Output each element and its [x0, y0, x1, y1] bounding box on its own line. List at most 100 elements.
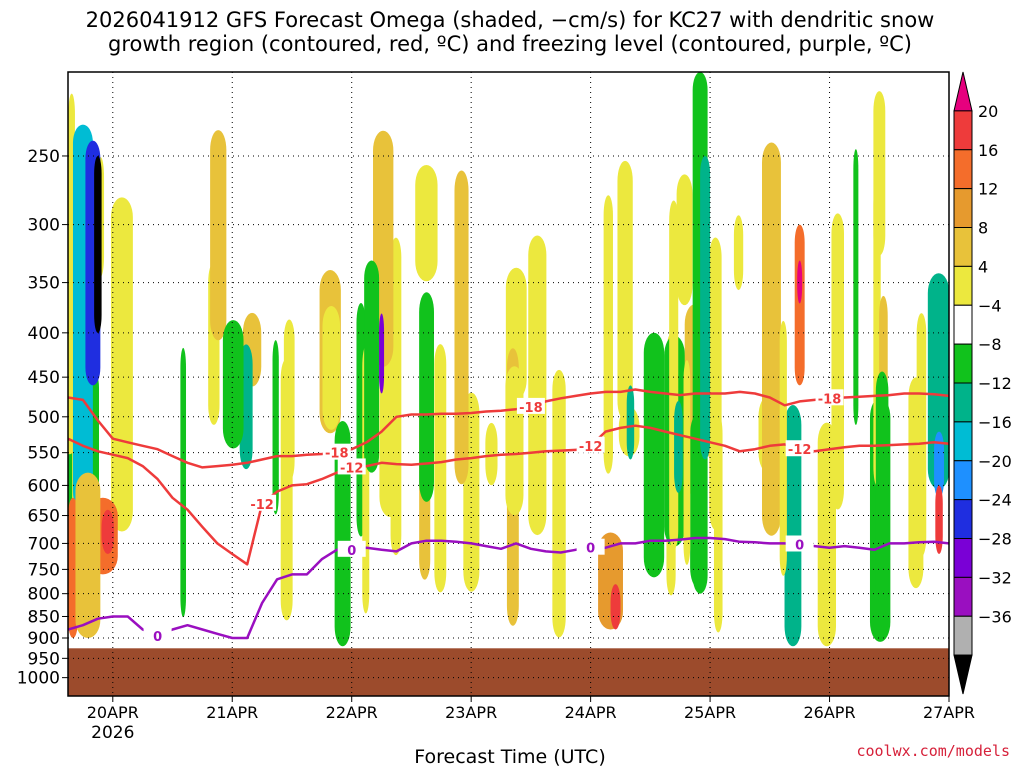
- omega-shade-cell: [676, 174, 693, 306]
- colorbar-swatch: [953, 460, 973, 501]
- omega-shade-cell: [617, 160, 633, 421]
- colorbar-label: 8: [978, 219, 988, 238]
- omega-shade-cell: [831, 213, 844, 510]
- omega-shading-layer: [68, 72, 949, 647]
- omega-shade-cell: [817, 422, 837, 647]
- contour-label-bg: [143, 626, 172, 643]
- omega-shade-cell: [873, 91, 886, 256]
- omega-shade-feature: [379, 313, 385, 394]
- contour-label-bg: [516, 397, 545, 414]
- omega-shade-cell: [779, 320, 787, 576]
- y-tick-label: 800: [28, 585, 60, 605]
- colorbar-swatch: [953, 304, 973, 345]
- omega-shade-cell: [110, 197, 133, 532]
- omega-shade-cell: [683, 360, 691, 565]
- omega-shade-cell: [210, 130, 227, 341]
- omega-shade-cell: [762, 142, 781, 536]
- colorbar-swatch: [953, 499, 973, 539]
- contour-label: 0: [586, 542, 595, 557]
- x-tick-label: 26APR: [804, 703, 856, 722]
- y-tick-label: 600: [28, 476, 60, 496]
- colorbar-swatch: [953, 149, 973, 190]
- y-tick-label: 550: [28, 444, 60, 464]
- contour-label-bg: [576, 436, 605, 453]
- contour-label-bg: [815, 389, 844, 406]
- omega-shade-cell: [853, 149, 859, 425]
- y-tick-label: 700: [28, 534, 60, 554]
- y-tick-label: 650: [28, 507, 60, 527]
- x-tick-label: 25APR: [684, 703, 736, 722]
- omega-shade-cell: [908, 377, 924, 589]
- contour-label: -12: [788, 443, 812, 458]
- omega-shade-cell: [419, 292, 435, 502]
- omega-shade-cell: [180, 347, 187, 618]
- contour-label: 0: [795, 538, 804, 553]
- colorbar-label: −8: [978, 335, 1002, 354]
- contour-label-bg: [248, 494, 277, 511]
- omega-shade-feature: [934, 431, 945, 498]
- omega-shade-feature: [610, 584, 621, 630]
- colorbar-swatch: [953, 110, 973, 151]
- x-tick-label: 24APR: [565, 703, 617, 722]
- omega-shade-feature: [794, 224, 805, 386]
- colorbar-label: −12: [978, 374, 1012, 393]
- colorbar-label: 12: [978, 180, 998, 199]
- colorbar-swatch: [953, 188, 973, 228]
- colorbar-swatch: [953, 421, 973, 462]
- contour-label: -12: [250, 498, 274, 513]
- y-tick-label: 350: [28, 274, 60, 294]
- y-tick-label: 900: [28, 629, 60, 649]
- colorbar-swatch: [953, 654, 973, 695]
- y-tick-label: 1000: [17, 669, 60, 689]
- y-tick-label: 850: [28, 607, 60, 627]
- omega-shade-cell: [674, 400, 683, 493]
- omega-shade-cell: [434, 344, 447, 593]
- omega-shade-cell: [322, 306, 341, 430]
- omega-shade-feature: [75, 472, 101, 638]
- plot-frame: [67, 71, 950, 697]
- omega-shade-cell: [415, 164, 438, 282]
- contour-label-bg: [322, 443, 351, 460]
- contour-label: -12: [579, 440, 603, 455]
- ground-fill: [68, 648, 949, 696]
- omega-shade-cell: [280, 358, 293, 621]
- contour-label-bg: [337, 540, 366, 557]
- omega-shade-cell: [879, 295, 888, 397]
- chart-title: 2026041912 GFS Forecast Omega (shaded, −…: [86, 8, 935, 56]
- omega-shade-cell: [454, 170, 469, 485]
- contour-label-bg: [337, 458, 366, 475]
- credit-link[interactable]: coolwx.com/models: [856, 742, 1010, 760]
- colorbar-swatch: [953, 538, 973, 578]
- colorbar-label: 16: [978, 141, 998, 160]
- omega-shade-cell: [603, 195, 613, 474]
- colorbar-label: 4: [978, 257, 988, 276]
- colorbar-swatch: [953, 343, 973, 384]
- omega-shade-cell: [927, 273, 949, 490]
- contour-line: [68, 388, 949, 469]
- omega-shade-feature: [94, 155, 102, 333]
- colorbar-swatch: [953, 615, 973, 656]
- colorbar-label: −24: [978, 491, 1012, 510]
- colorbar-swatch: [953, 227, 973, 267]
- omega-shade-feature: [101, 509, 115, 555]
- omega-shade-cell: [552, 369, 566, 638]
- chart-title-line-2: growth region (contoured, red, ºC) and f…: [108, 32, 912, 56]
- colorbar-label: −28: [978, 530, 1012, 549]
- contour-label: 0: [153, 630, 162, 645]
- colorbar-label: −36: [978, 607, 1012, 626]
- y-tick-label: 450: [28, 368, 60, 388]
- contour-label-bg: [785, 535, 814, 552]
- chart-title-line-1: 2026041912 GFS Forecast Omega (shaded, −…: [86, 8, 935, 32]
- y-tick-label: 500: [28, 408, 60, 428]
- colorbar-swatch: [953, 576, 973, 617]
- x-tick-label: 27APR: [923, 703, 975, 722]
- omega-shade-feature: [364, 260, 380, 473]
- omega-shade-cell: [222, 320, 244, 449]
- colorbar-label: −20: [978, 452, 1012, 471]
- colorbar-legend: 20 16 12 8 4 −4 −8 −12 −16 −20 −24 −28 −32 −36: [953, 71, 1012, 695]
- omega-shade-cell: [733, 215, 744, 291]
- y-tick-label: 250: [28, 147, 60, 167]
- y-tick-label: 400: [28, 324, 60, 344]
- omega-shade-feature: [626, 385, 635, 460]
